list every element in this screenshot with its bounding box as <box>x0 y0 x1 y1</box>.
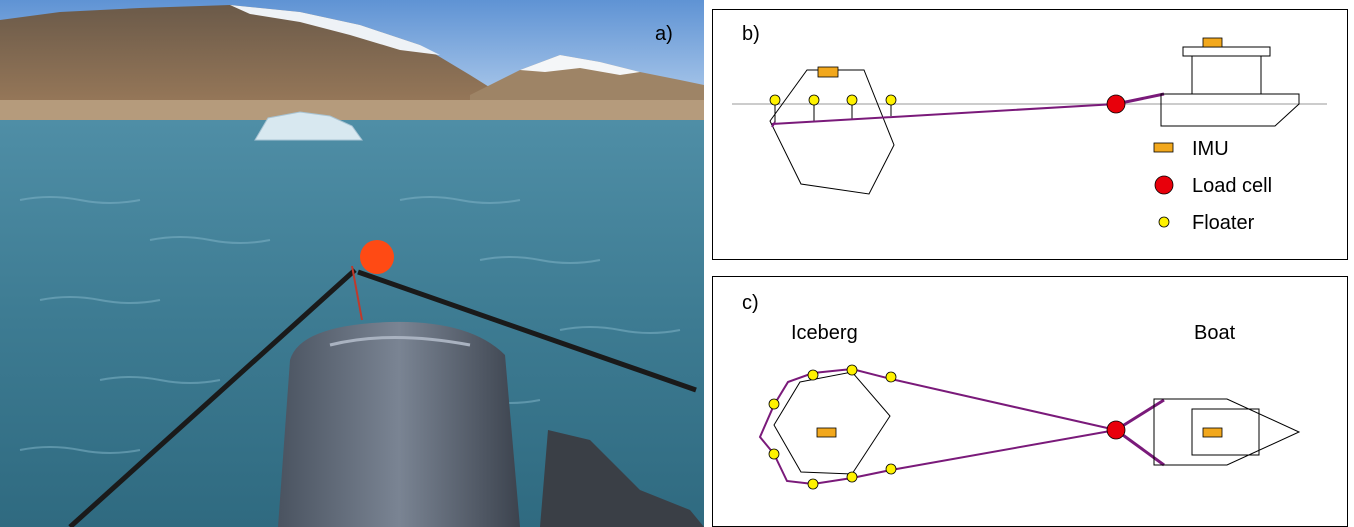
snow-right <box>520 55 640 75</box>
floater-plan-8 <box>885 463 897 475</box>
panel-c-plan-view: c) Iceberg Boat <box>712 276 1348 527</box>
floater-side-4 <box>885 94 897 106</box>
legend-imu-label: IMU <box>1192 138 1229 160</box>
panel-c-label: c) <box>742 292 759 314</box>
boat-label: Boat <box>1194 322 1236 344</box>
floater-side-3 <box>846 94 858 106</box>
motor-highlight <box>329 336 471 347</box>
panel-c-frame <box>712 276 1348 527</box>
panel-b-side-view: b) IMU Load cell Floater <box>712 9 1348 260</box>
boat-hull-plan <box>1153 398 1301 466</box>
legend: IMU Load cell Floater <box>1153 138 1272 234</box>
iceberg-photo <box>254 111 363 141</box>
iceberg-side-outline <box>769 69 895 195</box>
water-ripples <box>19 196 681 454</box>
load-cell-side <box>1106 94 1126 114</box>
tow-line-red <box>351 265 363 321</box>
panel-b-label: b) <box>742 23 760 45</box>
imu-iceberg-plan <box>816 427 837 438</box>
outboard-motor <box>278 321 520 527</box>
floater-plan-4 <box>768 398 780 410</box>
legend-floater-symbol <box>1158 216 1170 228</box>
imu-boat-plan <box>1202 427 1223 438</box>
legend-load-cell-label: Load cell <box>1192 175 1272 197</box>
photo-towing-iceberg: a) <box>0 0 704 527</box>
legend-floater-label: Floater <box>1192 212 1255 234</box>
floater-plan-1 <box>807 369 819 381</box>
tow-rope-left <box>68 268 357 527</box>
boat-roof-side <box>1182 46 1271 57</box>
shoreline <box>0 100 704 122</box>
panel-b-frame <box>712 9 1348 260</box>
boat-hull-side <box>1160 93 1300 127</box>
panel-a-label: a) <box>655 23 673 45</box>
floater-plan-6 <box>807 478 819 490</box>
mountain-left <box>0 5 520 112</box>
floater-side-1 <box>769 94 781 106</box>
boat-railing <box>540 430 704 527</box>
tow-rope-right <box>357 269 697 393</box>
legend-load-cell-symbol <box>1154 175 1174 195</box>
legend-imu-symbol <box>1153 142 1174 153</box>
bridle-plan-top <box>1115 398 1165 432</box>
floater-plan-2 <box>846 364 858 376</box>
buoy-photo <box>360 240 394 274</box>
load-cell-plan <box>1106 420 1126 440</box>
imu-boat-side <box>1202 37 1223 48</box>
snow-ridge <box>230 5 440 55</box>
iceberg-label: Iceberg <box>791 322 858 344</box>
boat-cabin-plan <box>1191 408 1260 456</box>
floater-plan-5 <box>768 448 780 460</box>
floater-plan-3 <box>885 371 897 383</box>
imu-iceberg-side <box>817 66 839 78</box>
tow-rope-side <box>771 103 1117 128</box>
bridle-plan-bottom <box>1115 428 1165 467</box>
floater-plan-7 <box>846 471 858 483</box>
floater-side-2 <box>808 94 820 106</box>
